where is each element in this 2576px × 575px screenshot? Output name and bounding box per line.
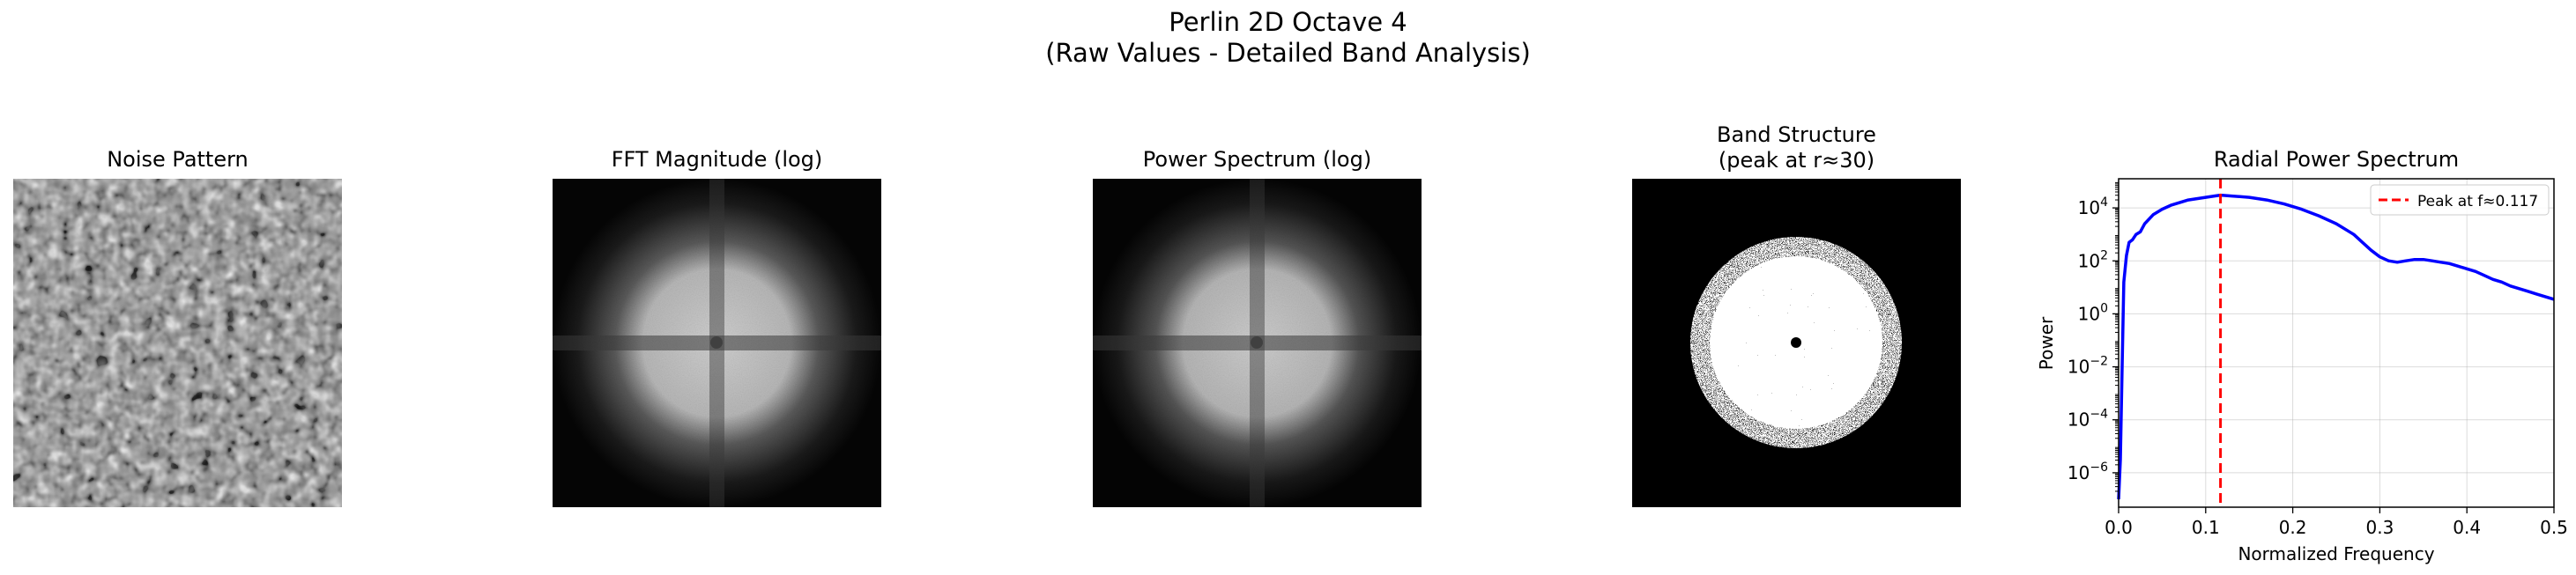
power-spectrum-image	[1093, 179, 1422, 507]
x-tick-label: 0.0	[2105, 517, 2133, 538]
figure-title-line2: (Raw Values - Detailed Band Analysis)	[1045, 38, 1531, 68]
radial-spectrum-title: Radial Power Spectrum	[2213, 147, 2460, 172]
power-spectrum-title: Power Spectrum (log)	[1142, 147, 1372, 172]
band-structure-title-line1: Band Structure	[1717, 122, 1876, 147]
y-tick-label: 104	[2078, 195, 2108, 218]
noise-pattern-image	[13, 179, 342, 507]
band-structure-title-line2: (peak at r≈30)	[1718, 148, 1875, 173]
y-tick-label: 10−4	[2067, 408, 2108, 431]
x-axis-label: Normalized Frequency	[2238, 543, 2434, 564]
band-structure-image	[1632, 179, 1961, 507]
x-tick-label: 0.1	[2192, 517, 2220, 538]
y-tick-label: 102	[2078, 248, 2108, 271]
legend-label: Peak at f≈0.117	[2417, 193, 2538, 210]
figure-title: Perlin 2D Octave 4 (Raw Values - Detaile…	[0, 7, 2576, 69]
noise-pattern-title: Noise Pattern	[107, 147, 249, 172]
radial-power-line	[2117, 193, 2555, 500]
x-tick-label: 0.3	[2365, 517, 2394, 538]
y-tick-label: 100	[2078, 301, 2108, 324]
y-tick-label: 10−2	[2067, 355, 2108, 378]
band-structure-title: Band Structure (peak at r≈30)	[1632, 122, 1961, 173]
y-axis-label: Power	[2036, 316, 2057, 370]
fft-magnitude-image	[553, 179, 881, 507]
x-tick-label: 0.5	[2540, 517, 2568, 538]
fft-magnitude-title: FFT Magnitude (log)	[611, 147, 823, 172]
figure-title-line1: Perlin 2D Octave 4	[1169, 7, 1407, 37]
plot-frame	[2118, 178, 2555, 508]
y-tick-label: 10−6	[2067, 461, 2108, 483]
legend: Peak at f≈0.117	[2370, 184, 2550, 216]
x-tick-label: 0.2	[2279, 517, 2307, 538]
x-tick-label: 0.4	[2453, 517, 2481, 538]
